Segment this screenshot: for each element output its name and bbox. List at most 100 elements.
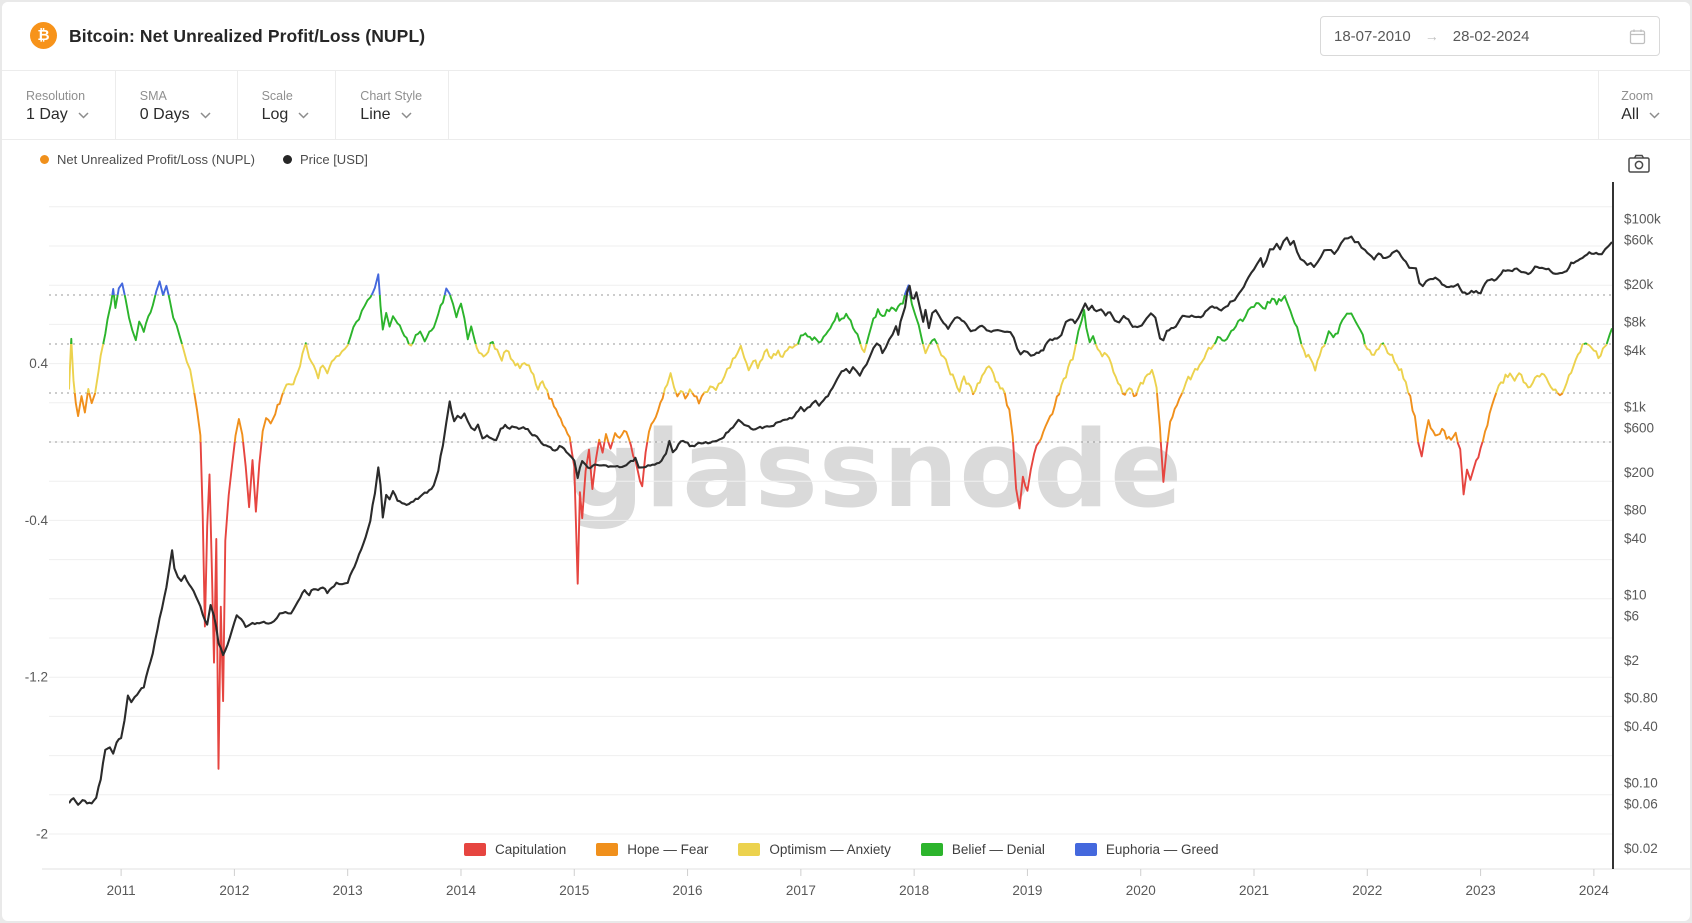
header: ₿ Bitcoin: Net Unrealized Profit/Loss (N… xyxy=(2,2,1690,71)
euphoria-greed-swatch xyxy=(1074,843,1097,856)
legend-item-price[interactable]: Price [USD] xyxy=(282,151,368,167)
chart-style-label: Chart Style xyxy=(360,88,423,103)
svg-text:$0.10: $0.10 xyxy=(1624,776,1658,791)
svg-text:$8k: $8k xyxy=(1624,315,1646,330)
x-tick-label: 2023 xyxy=(1466,883,1496,898)
svg-text:$80: $80 xyxy=(1624,503,1647,518)
band-label: Belief — Denial xyxy=(951,842,1045,857)
scale-dropdown[interactable]: Scale Log xyxy=(238,71,337,139)
date-range-picker[interactable]: 18-07-2010 → 28-02-2024 xyxy=(1320,16,1660,56)
x-tick-label: 2022 xyxy=(1352,883,1382,898)
svg-text:$40: $40 xyxy=(1624,531,1647,546)
svg-text:-0.4: -0.4 xyxy=(25,513,49,528)
band-label: Optimism — Anxiety xyxy=(769,842,891,857)
price-axis-labels: $100k $60k $20k $8k $4k $1k $600 $200 $80 $40 $10 $… xyxy=(1624,212,1661,857)
optimism-anxiety-swatch xyxy=(738,843,761,856)
toolbar: Resolution 1 Day SMA 0 Days Scale Log Ch… xyxy=(2,71,1690,140)
nupl-segment-belief-denial xyxy=(70,294,1612,345)
capitulation-swatch xyxy=(464,843,486,856)
chart-style-dropdown[interactable]: Chart Style Line xyxy=(336,71,450,139)
svg-text:$0.80: $0.80 xyxy=(1624,691,1658,706)
sma-label: SMA xyxy=(139,88,167,103)
price-series-line xyxy=(69,235,1612,806)
chevron-down-icon xyxy=(298,112,309,119)
chevron-down-icon xyxy=(1649,112,1660,119)
chevron-down-icon xyxy=(200,112,211,119)
svg-text:$10: $10 xyxy=(1624,588,1647,603)
svg-text:$60k: $60k xyxy=(1624,232,1654,247)
svg-text:$100k: $100k xyxy=(1624,212,1661,227)
price-legend-label: Price [USD] xyxy=(299,151,368,167)
calendar-icon[interactable] xyxy=(1629,28,1646,45)
x-tick-label: 2015 xyxy=(559,883,589,898)
x-tick-label: 2012 xyxy=(219,883,249,898)
x-tick-label: 2014 xyxy=(446,883,477,898)
belief-denial-swatch xyxy=(920,843,943,856)
band-legend-capitulation: Capitulation xyxy=(464,842,566,857)
svg-text:$20k: $20k xyxy=(1624,277,1654,292)
svg-text:$4k: $4k xyxy=(1624,343,1646,358)
series-legend: Net Unrealized Profit/Loss (NUPL) Price … xyxy=(2,140,1690,178)
x-tick-label: 2017 xyxy=(786,883,816,898)
x-tick-label: 2020 xyxy=(1126,883,1156,898)
page-title: Bitcoin: Net Unrealized Profit/Loss (NUP… xyxy=(69,25,426,46)
resolution-label: Resolution xyxy=(26,88,86,103)
scale-label: Scale xyxy=(261,88,293,103)
x-tick-label: 2019 xyxy=(1012,883,1042,898)
hope-fear-swatch xyxy=(596,843,619,856)
resolution-dropdown[interactable]: Resolution 1 Day xyxy=(2,71,116,139)
chart-style-value: Line xyxy=(360,105,391,123)
svg-text:$0.06: $0.06 xyxy=(1624,796,1658,811)
nupl-segment-capitulation xyxy=(199,441,1484,770)
chevron-down-icon xyxy=(401,112,412,119)
end-date-field[interactable]: 28-02-2024 xyxy=(1452,27,1530,45)
date-arrow-icon: → xyxy=(1424,28,1439,44)
zoom-dropdown[interactable]: Zoom All xyxy=(1598,71,1690,139)
nupl-threshold-lines xyxy=(49,294,1612,443)
svg-text:$600: $600 xyxy=(1624,420,1654,435)
chevron-down-icon xyxy=(78,112,89,119)
band-label: Hope — Fear xyxy=(627,842,709,857)
price-legend-dot xyxy=(282,154,292,164)
x-axis: 2011 2012 2013 2014 2015 2016 2017 2018 2019 2020… xyxy=(42,868,1690,898)
svg-text:$2: $2 xyxy=(1624,653,1639,668)
band-legend-euphoria-greed: Euphoria — Greed xyxy=(1074,842,1219,857)
band-label: Capitulation xyxy=(495,842,567,857)
legend-item-nupl[interactable]: Net Unrealized Profit/Loss (NUPL) xyxy=(40,152,255,167)
svg-text:-2: -2 xyxy=(36,827,48,842)
sma-dropdown[interactable]: SMA 0 Days xyxy=(116,71,238,139)
band-label: Euphoria — Greed xyxy=(1105,842,1219,857)
x-tick-label: 2011 xyxy=(107,883,136,898)
resolution-value: 1 Day xyxy=(26,105,68,123)
zoom-label: Zoom xyxy=(1621,88,1654,103)
bitcoin-icon: ₿ xyxy=(30,22,57,49)
glassnode-watermark: glassnode xyxy=(568,408,1183,531)
nupl-segment-hope-fear xyxy=(73,392,1564,443)
band-legend: Capitulation Hope — Fear Optimism — Anxi… xyxy=(464,842,1218,857)
svg-text:0.4: 0.4 xyxy=(29,356,48,371)
start-date-field[interactable]: 18-07-2010 xyxy=(1334,27,1411,45)
x-tick-label: 2024 xyxy=(1579,883,1610,898)
svg-text:-1.2: -1.2 xyxy=(25,670,48,685)
x-tick-label: 2016 xyxy=(673,883,703,898)
camera-icon[interactable] xyxy=(1624,150,1654,176)
x-tick-label: 2013 xyxy=(333,883,363,898)
band-legend-hope-fear: Hope — Fear xyxy=(596,842,708,857)
nupl-segment-optimism-anxiety xyxy=(69,343,1608,394)
svg-text:$1k: $1k xyxy=(1624,400,1646,415)
nupl-legend-dot xyxy=(40,154,49,164)
nupl-series-line xyxy=(69,273,1612,770)
x-tick-label: 2021 xyxy=(1239,883,1269,898)
svg-text:$200: $200 xyxy=(1624,465,1654,480)
scale-value: Log xyxy=(261,105,289,123)
sma-value: 0 Days xyxy=(139,105,190,123)
svg-text:$0.02: $0.02 xyxy=(1624,841,1658,856)
nupl-legend-label: Net Unrealized Profit/Loss (NUPL) xyxy=(57,151,255,167)
x-tick-label: 2018 xyxy=(899,883,929,898)
svg-text:$0.40: $0.40 xyxy=(1624,719,1658,734)
band-legend-belief-denial: Belief — Denial xyxy=(920,842,1045,857)
svg-text:$6: $6 xyxy=(1624,608,1639,623)
band-legend-optimism-anxiety: Optimism — Anxiety xyxy=(738,842,891,857)
